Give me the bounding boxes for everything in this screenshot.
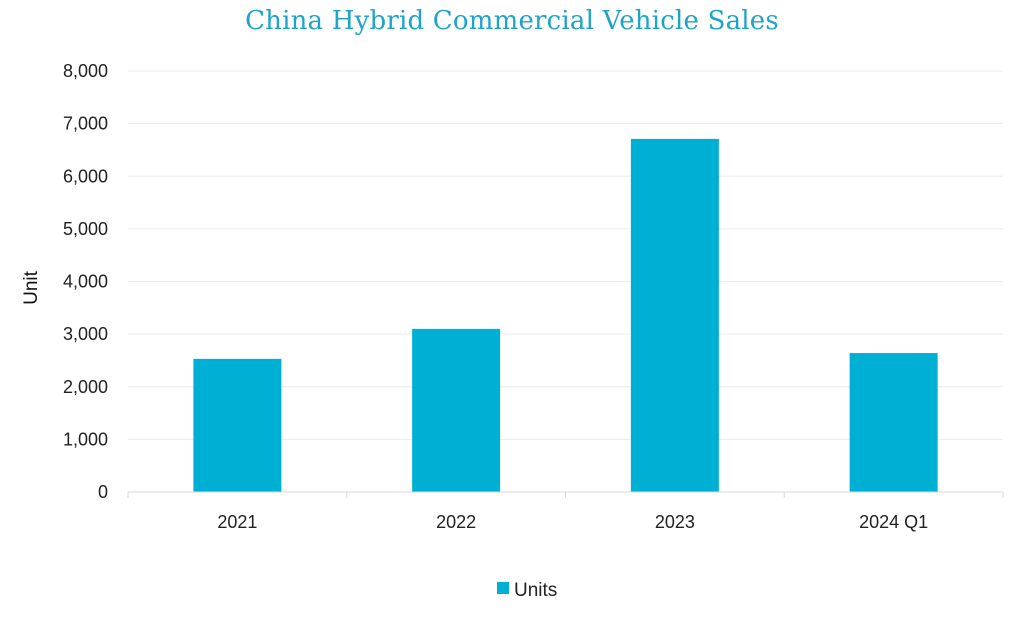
x-tick-label: 2023 [655, 512, 695, 532]
bars [193, 138, 938, 493]
y-tick-label: 7,000 [63, 114, 108, 134]
y-tick-label: 0 [98, 482, 108, 502]
legend-label: Units [514, 580, 557, 601]
y-tick-label: 2,000 [63, 377, 108, 397]
x-axis: 2021 2022 2023 2024 Q1 [127, 491, 1004, 532]
y-tick-label: 6,000 [63, 166, 108, 186]
y-tick-label: 1,000 [63, 429, 108, 449]
chart-title: China Hybrid Commercial Vehicle Sales [245, 6, 779, 36]
y-tick-label: 4,000 [63, 272, 108, 292]
y-axis-title: Unit [21, 270, 42, 305]
x-tick-label: 2024 Q1 [859, 512, 928, 532]
x-tick-label: 2021 [217, 512, 257, 532]
bar [630, 138, 719, 493]
bar [412, 328, 501, 492]
y-tick-label: 3,000 [63, 324, 108, 344]
legend-swatch [497, 582, 509, 594]
x-tick-label: 2022 [436, 512, 476, 532]
y-axis-ticks: 0 1,000 2,000 3,000 4,000 5,000 6,000 7,000 8,00… [63, 61, 108, 502]
legend: Units [497, 580, 557, 601]
y-tick-label: 8,000 [63, 61, 108, 81]
y-tick-label: 5,000 [63, 219, 108, 239]
bar [849, 353, 938, 492]
bar [193, 358, 282, 492]
